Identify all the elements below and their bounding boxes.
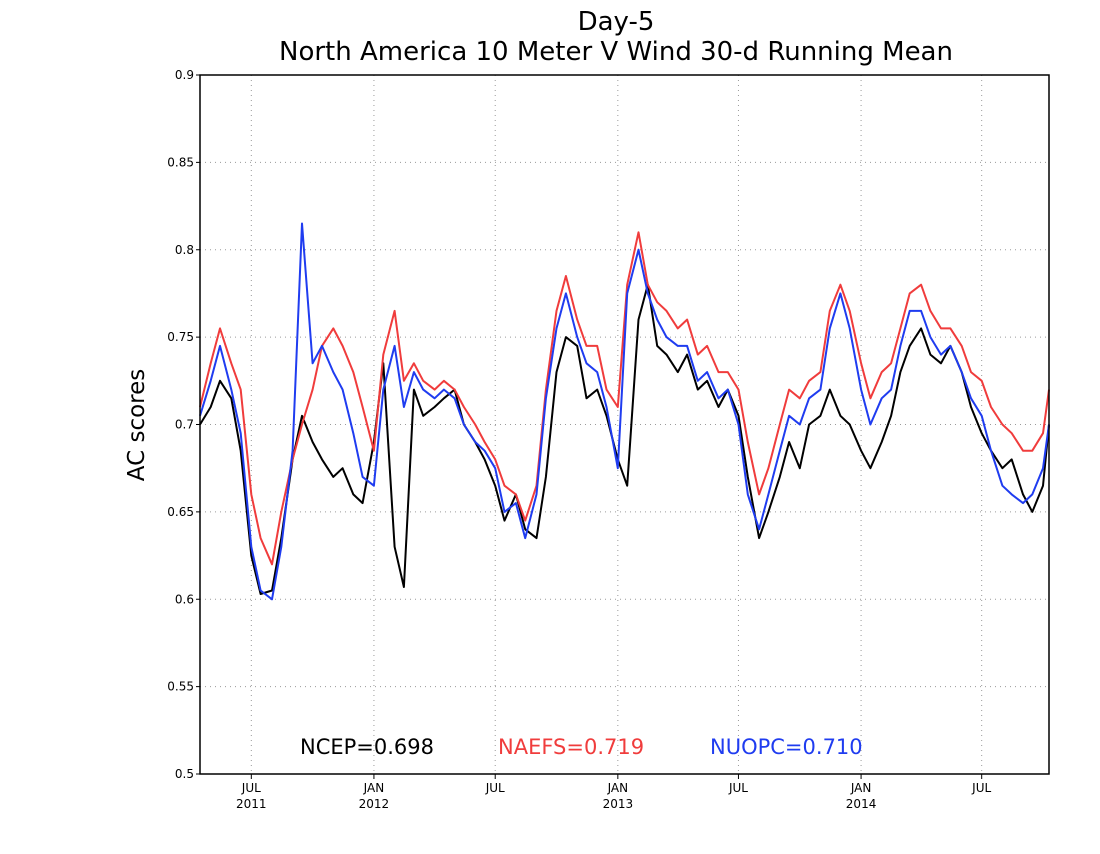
- grid: [200, 75, 1049, 774]
- x-tick-month-label: JUL: [241, 781, 261, 795]
- chart-subtitle: North America 10 Meter V Wind 30-d Runni…: [279, 37, 953, 67]
- y-tick-label: 0.9: [175, 68, 194, 82]
- series-layer: [199, 222, 1050, 601]
- legend-nuopc: NUOPC=0.710: [710, 735, 863, 759]
- y-axis: 0.5 0.55 0.6 0.65 0.7 0.75 0.8 0.85 0.9: [167, 68, 200, 781]
- x-tick-month-label: JUL: [485, 781, 505, 795]
- x-tick-year-label: 2013: [603, 797, 634, 811]
- y-tick-label: 0.7: [175, 418, 194, 432]
- x-tick-year-label: 2014: [846, 797, 877, 811]
- series-line-ncep: [199, 283, 1050, 595]
- x-tick-year-label: 2011: [236, 797, 267, 811]
- y-tick-label: 0.55: [167, 680, 194, 694]
- legend-ncep: NCEP=0.698: [300, 735, 434, 759]
- series-line-naefs: [199, 231, 1050, 566]
- x-tick-month-label: JAN: [363, 781, 385, 795]
- y-axis-label: AC scores: [124, 369, 150, 481]
- y-tick-label: 0.5: [175, 767, 194, 781]
- x-tick-year-label: 2012: [359, 797, 390, 811]
- y-tick-label: 0.85: [167, 155, 194, 169]
- y-tick-label: 0.8: [175, 243, 194, 257]
- x-axis: JUL 2011 JAN 2012 JUL JAN 2013 JUL JAN 2014 JUL: [236, 774, 992, 811]
- y-tick-label: 0.65: [167, 505, 194, 519]
- x-tick-month-label: JAN: [607, 781, 629, 795]
- x-tick-month-label: JAN: [850, 781, 872, 795]
- x-tick-month-label: JUL: [971, 781, 991, 795]
- plot-frame: [199, 74, 1050, 775]
- x-tick-month-label: JUL: [728, 781, 748, 795]
- y-tick-label: 0.75: [167, 330, 194, 344]
- chart-title: Day-5: [578, 7, 655, 37]
- y-tick-label: 0.6: [175, 592, 194, 606]
- legend: NCEP=0.698 NAEFS=0.719 NUOPC=0.710: [300, 735, 863, 759]
- legend-naefs: NAEFS=0.719: [498, 735, 644, 759]
- series-line-nuopc: [199, 222, 1050, 601]
